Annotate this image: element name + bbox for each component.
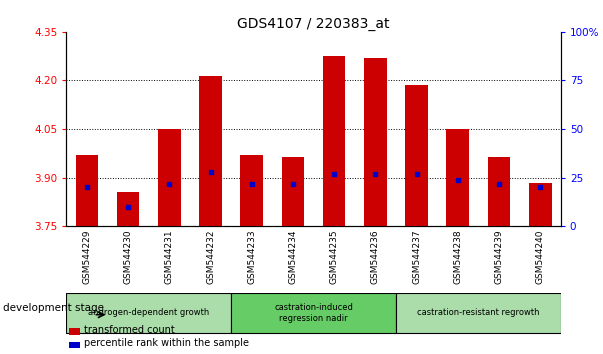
Text: transformed count: transformed count xyxy=(84,325,175,335)
Bar xyxy=(405,85,428,226)
Text: castration-induced
regression nadir: castration-induced regression nadir xyxy=(274,303,353,323)
Text: castration-resistant regrowth: castration-resistant regrowth xyxy=(417,308,540,318)
Bar xyxy=(199,76,222,226)
Bar xyxy=(75,155,98,226)
Text: GSM544229: GSM544229 xyxy=(83,230,92,284)
Bar xyxy=(323,56,346,226)
Bar xyxy=(117,192,139,226)
Text: GSM544232: GSM544232 xyxy=(206,230,215,284)
Text: GSM544230: GSM544230 xyxy=(124,230,133,284)
Text: GSM544233: GSM544233 xyxy=(247,230,256,284)
Bar xyxy=(241,155,263,226)
Text: GSM544240: GSM544240 xyxy=(535,230,545,284)
Text: androgen-dependent growth: androgen-dependent growth xyxy=(88,308,209,318)
Text: GSM544237: GSM544237 xyxy=(412,230,421,284)
Text: percentile rank within the sample: percentile rank within the sample xyxy=(84,338,250,348)
Text: GSM544238: GSM544238 xyxy=(453,230,463,284)
Bar xyxy=(231,293,396,333)
Text: GSM544236: GSM544236 xyxy=(371,230,380,284)
Bar xyxy=(396,293,561,333)
Title: GDS4107 / 220383_at: GDS4107 / 220383_at xyxy=(238,17,390,31)
Bar xyxy=(488,157,510,226)
Bar xyxy=(529,183,552,226)
Text: GSM544239: GSM544239 xyxy=(494,230,504,284)
Bar xyxy=(158,129,181,226)
Text: GSM544234: GSM544234 xyxy=(288,230,297,284)
Bar xyxy=(282,157,305,226)
Text: development stage: development stage xyxy=(3,303,104,313)
Bar xyxy=(364,58,387,226)
Text: GSM544231: GSM544231 xyxy=(165,230,174,284)
Bar xyxy=(66,293,231,333)
Text: GSM544235: GSM544235 xyxy=(330,230,339,284)
Bar xyxy=(69,342,80,348)
Bar xyxy=(69,328,80,335)
Bar xyxy=(446,129,469,226)
